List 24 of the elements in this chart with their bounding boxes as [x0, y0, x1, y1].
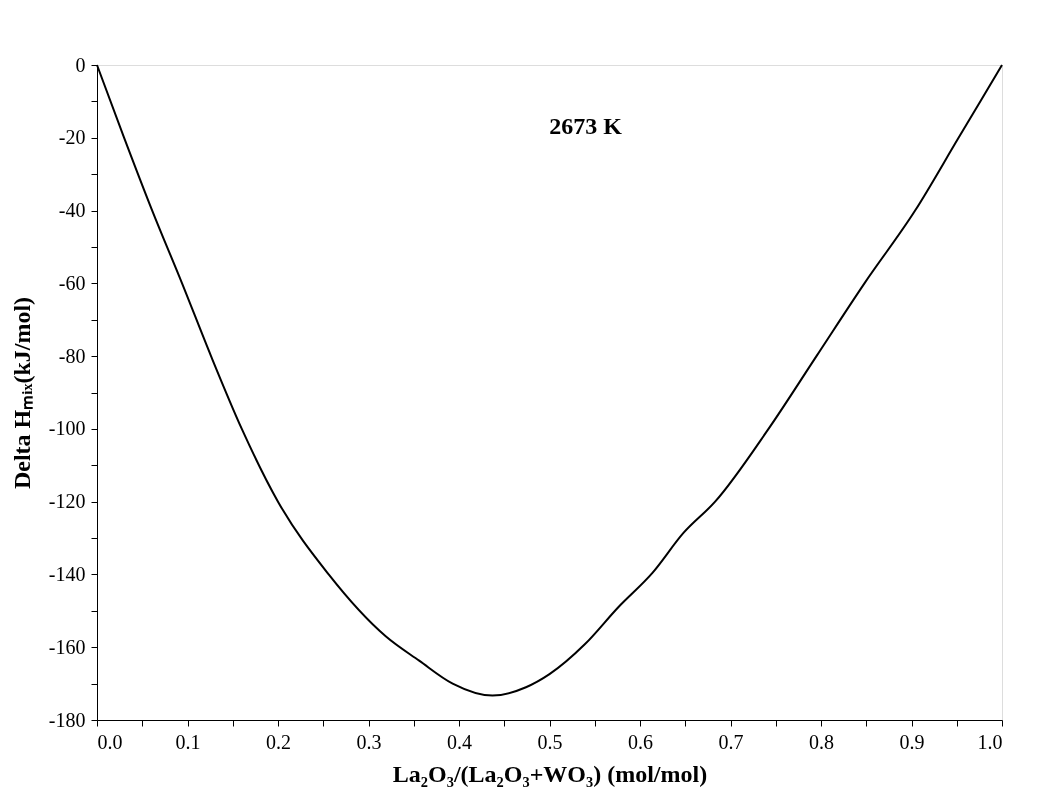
x-tick-label: 0.3	[356, 730, 382, 753]
x-tick-label: 0.0	[97, 730, 123, 753]
annotation: 2673 K	[549, 113, 623, 140]
y-axis-title: Delta Hₘᵢₓ(kJ/mol)	[8, 296, 35, 490]
y-tick-label: -80	[58, 344, 86, 367]
x-tick-label: 1.0	[977, 730, 1003, 753]
y-tick-label: -40	[58, 199, 86, 222]
y-tick-label: -60	[58, 271, 86, 294]
x-tick-label: 0.7	[718, 730, 744, 753]
y-tick-label: -20	[58, 126, 86, 149]
x-tick-label: 0.2	[266, 730, 291, 753]
y-tick-label: -160	[48, 635, 86, 658]
x-axis-title: La₂O₃/(La₂O₃+WO₃) (mol/mol)	[392, 760, 708, 787]
y-tick-label: -120	[48, 490, 86, 513]
y-tick-label: -140	[48, 562, 86, 585]
x-tick-label: 0.5	[537, 730, 563, 753]
x-tick-label: 0.8	[809, 730, 834, 753]
x-tick-label: 0.6	[628, 730, 653, 753]
y-tick-label: 0	[75, 53, 86, 76]
y-tick-label: -100	[48, 417, 86, 440]
x-tick-label: 0.4	[447, 730, 472, 753]
y-tick-label: -180	[48, 708, 86, 731]
x-tick-label: 0.1	[175, 730, 201, 753]
x-tick-label: 0.9	[899, 730, 925, 753]
